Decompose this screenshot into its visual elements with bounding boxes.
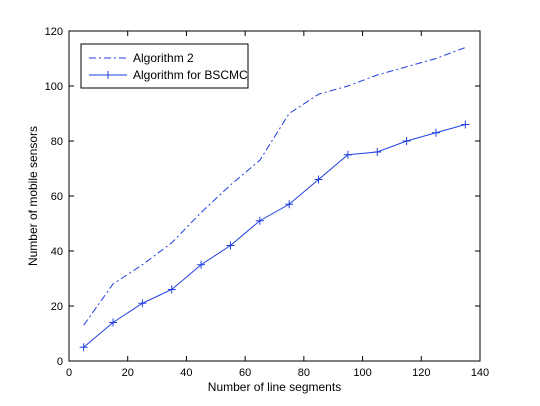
- legend-box: [80, 43, 249, 89]
- data-point-marker: [285, 200, 294, 209]
- x-tick-label: 40: [180, 367, 192, 379]
- data-point-marker: [226, 241, 235, 250]
- series-layer: [79, 47, 470, 352]
- x-tick-label: 80: [298, 367, 310, 379]
- data-point-marker: [402, 137, 411, 145]
- legend-label-algorithm-bscmc: Algorithm for BSCMC: [133, 68, 248, 82]
- data-point-marker: [109, 318, 118, 327]
- y-tick-label: 120: [45, 26, 63, 38]
- y-axis: 0 20 40 60 80 100 120: [45, 26, 480, 368]
- series-line-algorithm-bscmc: [83, 124, 466, 348]
- x-tick-label: 20: [122, 367, 134, 379]
- data-point-marker: [79, 343, 88, 352]
- y-tick-label: 20: [51, 301, 63, 313]
- data-point-marker: [431, 128, 440, 137]
- x-tick-label: 0: [66, 367, 72, 379]
- data-point-marker: [255, 216, 264, 225]
- series-line-algorithm-2: [83, 47, 466, 326]
- legend-label-algorithm-2: Algorithm 2: [133, 51, 194, 65]
- x-tick-label: 100: [353, 367, 371, 379]
- x-tick-label: 140: [471, 367, 489, 379]
- legend-marker-plus: [104, 71, 112, 79]
- data-point-marker: [197, 260, 206, 269]
- legend: Algorithm 2 Algorithm for BSCMC: [80, 43, 249, 89]
- x-axis: 0 20 40 60 80 100 120 140: [66, 31, 489, 379]
- x-axis-title: Number of line segments: [208, 380, 341, 394]
- y-tick-label: 60: [51, 191, 63, 203]
- data-point-marker: [461, 120, 470, 129]
- x-tick-label: 60: [239, 367, 251, 379]
- y-tick-label: 100: [45, 81, 63, 93]
- data-point-marker: [373, 148, 382, 156]
- x-tick-label: 120: [412, 367, 430, 379]
- data-point-marker: [138, 299, 147, 308]
- data-point-marker: [343, 150, 352, 159]
- y-tick-label: 0: [57, 356, 63, 368]
- data-point-marker: [167, 285, 176, 294]
- legend-plus-marker: [104, 71, 112, 79]
- y-tick-label: 40: [51, 246, 63, 258]
- y-axis-title: Number of mobile sensors: [26, 126, 40, 266]
- y-tick-label: 80: [51, 136, 63, 148]
- data-point-marker: [314, 175, 323, 184]
